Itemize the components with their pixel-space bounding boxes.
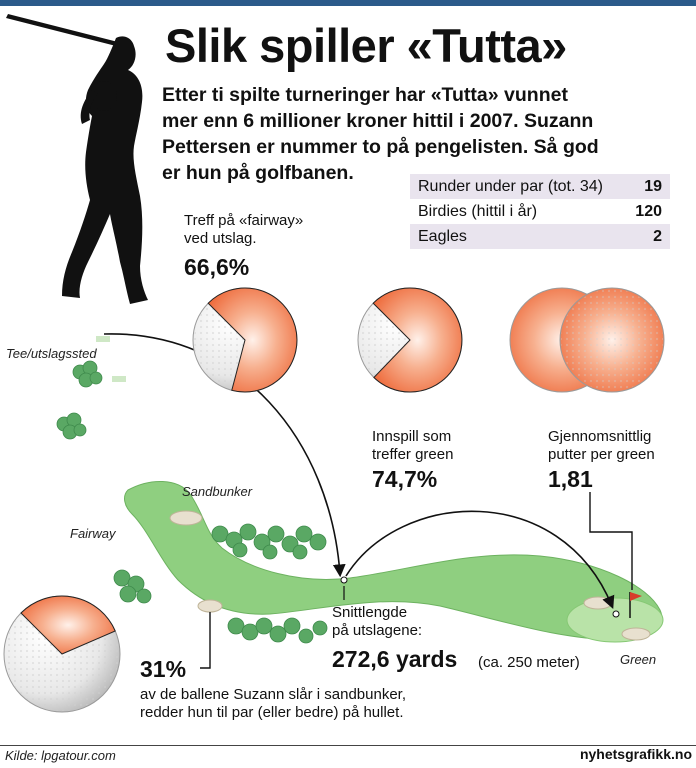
intro-line: Etter ti spilte turneringer har «Tutta» … (162, 84, 568, 106)
brand-credit: nyhetsgrafikk.no (579, 746, 692, 762)
top-accent-bar (0, 0, 696, 6)
putt-leader (589, 492, 633, 590)
intro-line: er hun på golfbanen. (162, 162, 354, 184)
sand-ball-chart (3, 595, 121, 713)
stat-label: Eagles (410, 224, 625, 249)
source-credit: Kilde: lpgatour.com (5, 748, 116, 763)
putts-ball-dimples (561, 289, 663, 391)
label-line: Snittlengde (332, 604, 408, 621)
fairway-hits-label: Treff på «fairway» ved utslag. (184, 212, 303, 248)
label-line: redder hun til par (eller bedre) på hull… (140, 704, 404, 721)
sand-leader (200, 612, 211, 669)
table-row: Eagles 2 (410, 224, 670, 249)
label-line: på utslagene: (332, 622, 423, 639)
label-line: Treff på «fairway» (184, 212, 304, 229)
flag-icon (630, 592, 642, 601)
sand-ball-value-slice (20, 595, 116, 655)
page-title: Slik spiller «Tutta» (165, 19, 567, 72)
putts-label: Gjennomsnittlig putter per green (548, 428, 655, 464)
fairway-ball-chart (192, 287, 298, 393)
gir-label: Innspill som treffer green (372, 428, 453, 464)
label-line: Innspill som (372, 428, 452, 445)
golfer-silhouette (6, 14, 148, 304)
table-row: Runder under par (tot. 34) 19 (410, 174, 670, 199)
label-line: treffer green (372, 446, 454, 463)
label-line: Gjennomsnittlig (548, 428, 652, 445)
footer-divider (0, 745, 696, 746)
putts-value: 1,81 (548, 466, 593, 492)
gir-ball-chart (357, 287, 463, 393)
ball-marker (612, 610, 620, 618)
tee-label: Tee/utslagssted (6, 346, 97, 361)
intro-line: mer enn 6 millioner kroner hittil i 2007… (162, 110, 594, 132)
stat-value: 19 (624, 174, 670, 199)
table-row: Birdies (hittil i år) 120 (410, 199, 670, 224)
bunker-shape (197, 599, 223, 613)
bunker-shape (169, 510, 203, 526)
driving-value: 272,6 yards (332, 646, 458, 672)
bunker-shape (621, 627, 651, 641)
stats-table: Runder under par (tot. 34) 19 Birdies (h… (410, 174, 670, 249)
stat-label: Runder under par (tot. 34) (410, 174, 625, 199)
gir-ball-value-slice (372, 287, 463, 393)
driving-note: (ca. 250 meter) (478, 654, 580, 671)
stat-value: 2 (624, 224, 670, 249)
stat-value: 120 (624, 199, 670, 224)
tee-box (112, 376, 126, 382)
bunker-shape (583, 596, 613, 610)
gir-value: 74,7% (372, 466, 438, 492)
fairway-label: Fairway (70, 526, 116, 541)
fairway-hits-value: 66,6% (184, 254, 250, 280)
intro-text: Etter ti spilte turneringer har «Tutta» … (162, 82, 692, 186)
tee-box (96, 336, 110, 342)
sand-saves-text: av de ballene Suzann slår i sandbunker, … (140, 686, 406, 722)
label-line: av de ballene Suzann slår i sandbunker, (140, 686, 407, 703)
ball-marker (340, 576, 348, 584)
sandbunker-label: Sandbunker (182, 484, 253, 499)
intro-line: Pettersen er nummer to på pengelisten. S… (162, 136, 599, 158)
stat-label: Birdies (hittil i år) (410, 199, 625, 224)
approach-arrow (345, 510, 615, 609)
driving-label: Snittlengde på utslagene: (332, 604, 422, 640)
putts-ball-chart (509, 287, 665, 393)
green-label: Green (620, 652, 657, 667)
label-line: putter per green (548, 446, 655, 463)
bushes (56, 360, 328, 644)
fairway-ball-value-slice (207, 287, 298, 393)
label-line: ved utslag. (184, 230, 257, 247)
sand-saves-value: 31% (140, 656, 187, 682)
drive-arrow (103, 333, 346, 578)
